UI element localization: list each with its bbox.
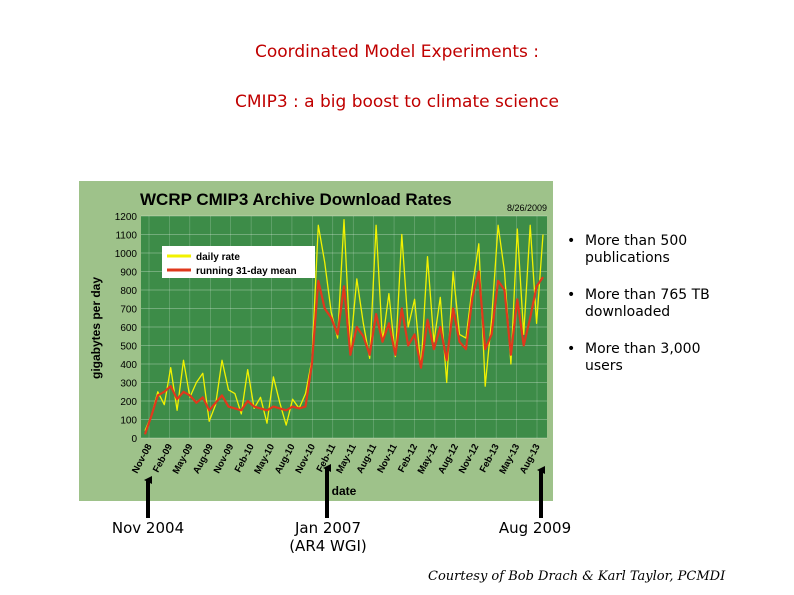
y-tick-label: 800 (120, 286, 137, 297)
download-rate-chart: 0 100 200 300 400 500 600 700 800 900 1000 1100 1200… (79, 181, 553, 501)
bullet-dot-icon: • (567, 233, 576, 249)
axis-layer: 0 100 200 300 400 500 600 700 800 900 1000 1100 1200… (115, 212, 543, 476)
marker-label-line-2: (AR4 WGI) (289, 537, 367, 555)
grid-lines (141, 215, 547, 439)
y-tick-label: 0 (131, 434, 137, 445)
y-tick-label: 1000 (115, 249, 138, 260)
series-line-running-mean (143, 270, 544, 435)
marker-label-jan-2007: Jan 2007 (AR4 WGI) (270, 519, 386, 555)
credit-text: Courtesy of Bob Drach & Karl Taylor, PCM… (428, 569, 726, 584)
y-tick-label: 600 (120, 323, 137, 334)
y-tick-label: 100 (120, 416, 137, 427)
marker-label-nov-2004: Nov 2004 (108, 519, 188, 537)
x-axis-label: date (332, 484, 357, 498)
bullet-text-cont: users (585, 358, 623, 374)
bullet-text: More than 765 TB (585, 287, 710, 303)
chart-svg: 0 100 200 300 400 500 600 700 800 900 1000 1100 1200… (79, 181, 553, 501)
slide-title: Coordinated Model Experiments : (254, 42, 540, 62)
marker-label-line: Nov 2004 (111, 519, 185, 537)
bullet-dot-icon: • (567, 341, 576, 357)
series-line-daily-rate (144, 219, 544, 431)
slide-subtitle: CMIP3 : a big boost to climate science (235, 92, 559, 112)
y-tick-label: 300 (120, 379, 137, 390)
chart-legend: daily rate running 31-day mean (162, 246, 315, 278)
bullet-item: • More than 500 publications (563, 233, 763, 267)
y-tick-label: 1200 (115, 212, 138, 223)
y-tick-label: 1100 (115, 231, 137, 242)
bullet-text: More than 3,000 (585, 341, 701, 357)
y-tick-label: 700 (120, 305, 137, 316)
bullet-text-cont: publications (585, 250, 670, 266)
chart-title: WCRP CMIP3 Archive Download Rates (140, 190, 452, 209)
y-tick-label: 900 (120, 268, 137, 279)
marker-label-line: Jan 2007 (294, 519, 362, 537)
marker-label-line: Aug 2009 (498, 519, 572, 537)
y-tick-label: 200 (120, 397, 137, 408)
legend-label-running-mean: running 31-day mean (196, 266, 297, 277)
bullet-item: • More than 765 TB downloaded (563, 287, 763, 321)
chart-date-stamp: 8/26/2009 (507, 203, 547, 213)
bullet-text-cont: downloaded (585, 304, 671, 320)
y-tick-label: 500 (120, 342, 137, 353)
series-layer (143, 219, 544, 435)
legend-label-daily-rate: daily rate (196, 252, 240, 263)
bullet-dot-icon: • (567, 287, 576, 303)
legend-box (162, 246, 315, 278)
y-axis-label: gigabytes per day (89, 277, 103, 379)
bullet-item: • More than 3,000 users (563, 341, 763, 375)
bullet-list: • More than 500 publications • More than… (563, 233, 763, 395)
marker-label-aug-2009: Aug 2009 (487, 519, 583, 537)
y-tick-label: 400 (120, 360, 137, 371)
bullet-text: More than 500 (585, 233, 688, 249)
